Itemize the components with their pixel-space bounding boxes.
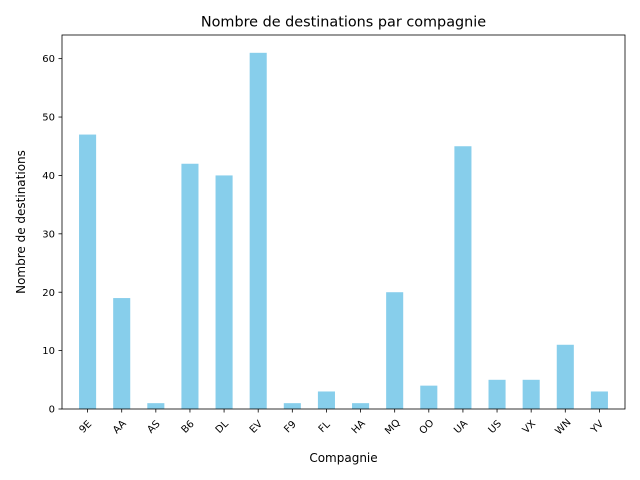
bar-EV — [249, 52, 267, 410]
plot-frame — [61, 34, 626, 410]
x-tick-label: OO — [418, 418, 437, 437]
x-tick-label: B6 — [180, 419, 197, 436]
x-tick-label: MQ — [383, 417, 403, 437]
bar-FL — [317, 391, 335, 409]
x-tick-label: 9E — [77, 419, 94, 436]
y-tick-label: 50 — [42, 113, 55, 124]
bars-group — [79, 52, 608, 410]
y-tick-label: 20 — [42, 288, 55, 299]
bar-UA — [454, 146, 472, 410]
x-axis-ticks: 9E AA AS B6 DL EV F9 FL HA MQ OO UA US VX WN YV — [77, 409, 606, 437]
x-tick-label: EV — [248, 419, 265, 436]
bar-HA — [352, 403, 370, 409]
x-tick-label: F9 — [282, 419, 298, 435]
bar-9E — [79, 134, 97, 409]
bar-OO — [420, 385, 438, 409]
bar-AA — [113, 298, 131, 409]
y-tick-label: 60 — [42, 54, 55, 65]
bar-B6 — [181, 163, 199, 409]
x-tick-label: HA — [350, 418, 368, 436]
bar-AS — [147, 403, 165, 409]
chart-title: Nombre de destinations par compagnie — [201, 15, 486, 31]
bar-US — [488, 379, 506, 409]
y-tick-label: 30 — [42, 229, 55, 240]
bar-YV — [590, 391, 608, 409]
x-tick-label: YV — [588, 419, 606, 437]
y-axis-label: Nombre de destinations — [14, 150, 28, 294]
x-tick-label: AA — [111, 418, 129, 436]
y-tick-label: 0 — [49, 405, 55, 416]
x-tick-label: US — [487, 419, 504, 436]
x-tick-label: UA — [452, 418, 470, 436]
bar-VX — [522, 379, 540, 409]
bar-MQ — [386, 292, 404, 409]
bar-DL — [215, 175, 233, 409]
x-axis-label: Compagnie — [309, 451, 377, 465]
y-tick-label: 10 — [42, 346, 55, 357]
bar-WN — [556, 344, 574, 409]
x-tick-label: FL — [317, 419, 333, 435]
y-tick-label: 40 — [42, 171, 55, 182]
x-tick-label: VX — [521, 418, 539, 436]
x-tick-label: AS — [146, 419, 163, 436]
x-tick-label: WN — [553, 417, 573, 437]
x-tick-label: DL — [214, 418, 231, 435]
y-axis-ticks: 0 10 20 30 40 50 60 — [42, 54, 62, 416]
bar-F9 — [283, 403, 301, 409]
